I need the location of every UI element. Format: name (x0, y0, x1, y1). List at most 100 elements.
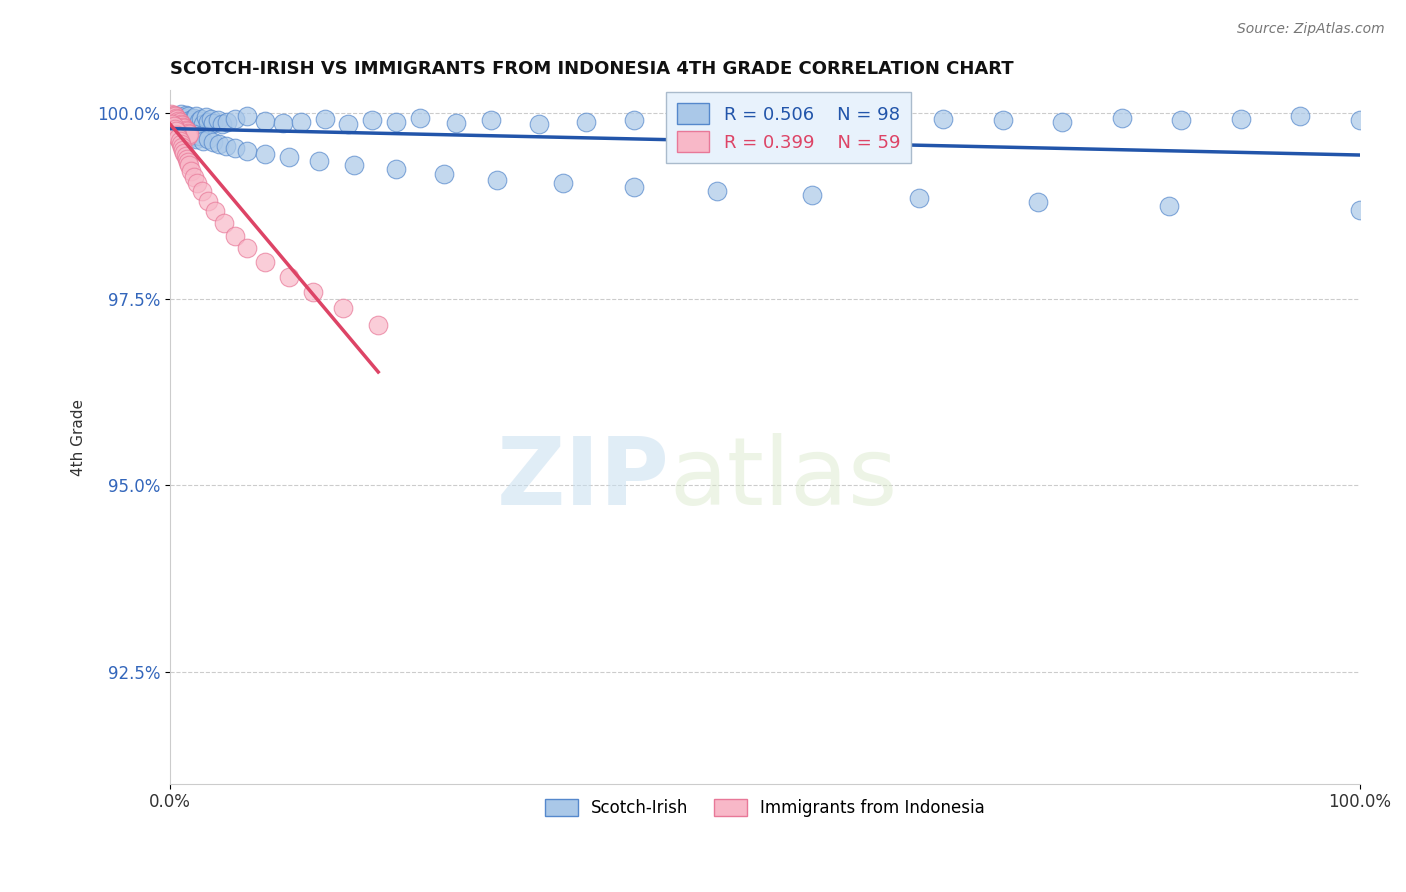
Point (179, 113, 201, 128)
Point (186, 132, 208, 146)
Point (176, 126, 198, 140)
Point (224, 112, 246, 126)
Point (176, 128, 198, 142)
Point (186, 109, 208, 123)
Point (385, 115, 408, 129)
Point (197, 114, 219, 128)
Point (1111, 111, 1133, 125)
Point (163, 124, 186, 138)
Point (1050, 114, 1073, 128)
Point (174, 127, 197, 141)
Point (169, 134, 191, 148)
Point (173, 125, 195, 139)
Point (201, 116, 224, 130)
Point (479, 113, 502, 128)
Point (167, 113, 190, 128)
Point (444, 116, 467, 130)
Point (174, 108, 197, 122)
Point (197, 194, 219, 208)
Point (166, 109, 188, 123)
Point (174, 149, 197, 163)
Point (167, 123, 190, 137)
Point (190, 112, 212, 126)
Point (163, 119, 186, 133)
Point (224, 141, 246, 155)
Point (191, 184, 214, 198)
Text: ZIP: ZIP (496, 433, 669, 524)
Text: SCOTCH-IRISH VS IMMIGRANTS FROM INDONESIA 4TH GRADE CORRELATION CHART: SCOTCH-IRISH VS IMMIGRANTS FROM INDONESI… (170, 60, 1014, 78)
Point (169, 121, 191, 136)
Point (177, 158, 200, 172)
Point (301, 285, 323, 299)
Point (180, 128, 202, 143)
Point (236, 145, 259, 159)
Point (1348, 113, 1371, 128)
Point (873, 115, 896, 129)
Point (163, 113, 186, 128)
Point (706, 184, 728, 198)
Point (765, 117, 787, 131)
Point (179, 131, 201, 145)
Point (177, 129, 200, 144)
Point (165, 122, 187, 136)
Point (254, 146, 277, 161)
Point (163, 122, 186, 136)
Point (162, 110, 184, 124)
Point (332, 301, 354, 315)
Point (166, 116, 188, 130)
Point (367, 318, 389, 333)
Point (1229, 112, 1251, 126)
Point (170, 107, 193, 121)
Point (1289, 109, 1312, 123)
Point (183, 127, 205, 141)
Point (177, 118, 200, 132)
Point (177, 129, 200, 144)
Point (173, 145, 195, 160)
Point (180, 115, 202, 129)
Point (361, 113, 384, 128)
Point (671, 115, 693, 129)
Point (162, 109, 184, 123)
Point (163, 117, 186, 131)
Point (169, 119, 191, 133)
Point (254, 254, 277, 268)
Point (211, 117, 233, 131)
Point (201, 136, 224, 150)
Point (170, 125, 193, 139)
Point (167, 114, 190, 128)
Point (254, 113, 277, 128)
Point (204, 204, 226, 219)
Point (1170, 113, 1192, 128)
Point (165, 111, 187, 125)
Point (187, 113, 209, 128)
Point (1348, 202, 1371, 217)
Point (172, 143, 194, 157)
Point (173, 124, 195, 138)
Text: Source: ZipAtlas.com: Source: ZipAtlas.com (1237, 22, 1385, 37)
Point (224, 228, 246, 243)
Point (183, 169, 205, 184)
Point (813, 113, 835, 128)
Point (991, 113, 1014, 128)
Point (163, 113, 186, 128)
Point (801, 187, 824, 202)
Point (162, 117, 184, 131)
Point (172, 127, 194, 141)
Point (1159, 199, 1181, 213)
Point (208, 136, 231, 151)
Point (170, 140, 193, 154)
Point (212, 216, 235, 230)
Point (174, 128, 197, 142)
Point (174, 123, 197, 137)
Point (165, 124, 187, 138)
Point (163, 120, 186, 135)
Text: atlas: atlas (669, 433, 898, 524)
Legend: Scotch-Irish, Immigrants from Indonesia: Scotch-Irish, Immigrants from Indonesia (538, 792, 991, 824)
Point (623, 180, 645, 194)
Point (236, 109, 259, 123)
Point (172, 120, 194, 134)
Point (160, 107, 183, 121)
Point (527, 117, 550, 131)
Point (217, 114, 239, 128)
Point (166, 112, 188, 127)
